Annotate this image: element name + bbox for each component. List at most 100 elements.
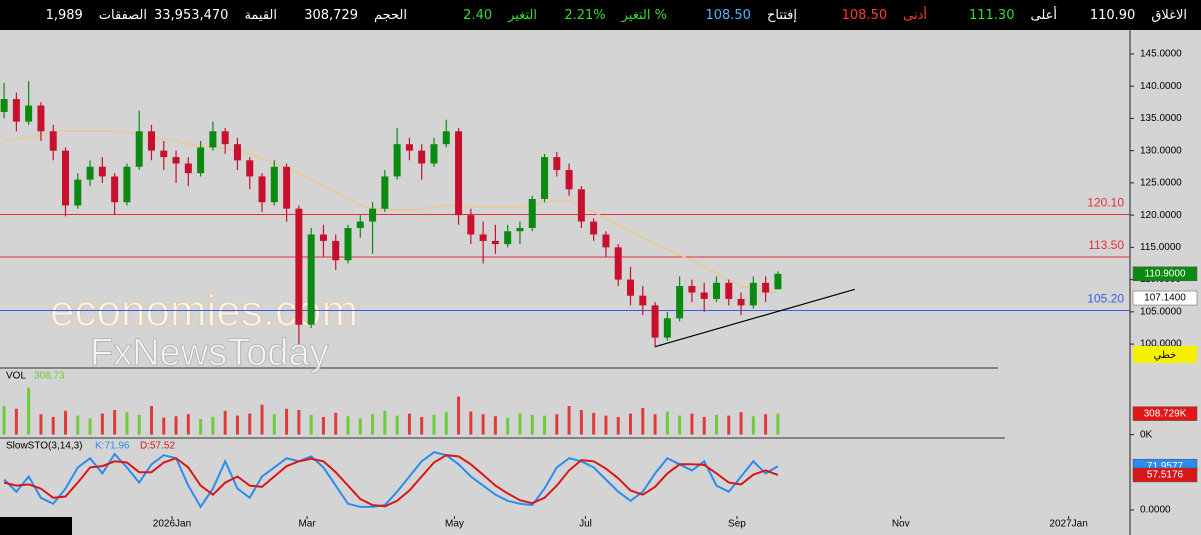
volume-bar — [432, 414, 436, 435]
volume-bar — [383, 410, 387, 435]
moving-average — [3, 130, 778, 294]
volume-bar — [616, 416, 620, 435]
quote-item: الصفقات 1,989 — [17, 8, 147, 23]
value-marker-label: 110.9000 — [1145, 268, 1186, 279]
candle-body — [491, 240, 499, 245]
candle-body — [749, 282, 757, 306]
candle-body — [725, 282, 733, 299]
volume-bar — [125, 412, 129, 435]
quote-item: التغير 2.40 — [407, 8, 537, 23]
volume-bar — [579, 410, 583, 435]
scale-badge — [1133, 346, 1197, 363]
volume-bar — [113, 410, 117, 435]
quote-label: أدنى — [903, 7, 927, 23]
volume-bar — [493, 416, 497, 435]
quote-value: 2.21% — [564, 7, 606, 23]
x-tick-label: 2027Jan — [1049, 519, 1087, 530]
value-marker — [1132, 290, 1198, 306]
candle-body — [430, 144, 438, 164]
volume-bar — [321, 416, 325, 435]
candle-body — [344, 228, 352, 261]
volume-bar — [137, 414, 141, 435]
background — [0, 30, 1201, 535]
quote-item: التغير % 2.21% — [537, 8, 667, 23]
volume-bar — [702, 416, 706, 435]
candle-body — [147, 131, 155, 151]
volume-bar — [14, 408, 18, 435]
candle-body — [639, 295, 647, 306]
volume-bar — [51, 416, 55, 435]
candle-body — [319, 234, 327, 241]
volume-bar — [395, 415, 399, 435]
candle-body — [590, 221, 598, 235]
y-tick-label: 125.0000 — [1140, 178, 1182, 189]
candle-body — [111, 176, 119, 203]
volume-bar — [235, 415, 239, 435]
volume-bar — [665, 411, 669, 435]
volume-bar — [714, 414, 718, 435]
candle-body — [135, 131, 143, 167]
y-tick-label: 0.0000 — [1140, 505, 1171, 516]
chart: economies.com FxNewsToday 100.0000 105.00… — [0, 30, 1201, 535]
candle-body — [123, 166, 131, 203]
volume-bar — [199, 418, 203, 435]
x-tick-label: Sep — [728, 519, 746, 530]
y-tick-label: 105.0000 — [1140, 306, 1182, 317]
candle-body — [393, 144, 401, 177]
volume-bar — [186, 414, 190, 435]
y-tick-label: 135.0000 — [1140, 113, 1182, 124]
candle-body — [86, 166, 94, 180]
volume-bar — [272, 414, 276, 435]
candle-body — [184, 163, 192, 174]
quote-item: الحجم 308,729 — [277, 8, 407, 23]
candle-body — [737, 298, 745, 306]
volume-bar — [64, 410, 68, 435]
quote-label: التغير — [508, 7, 537, 23]
volume-bar — [604, 415, 608, 435]
candle-body — [0, 99, 8, 112]
volume-bar — [739, 412, 743, 435]
candle-body — [516, 228, 524, 232]
scale-label: خطي — [1154, 350, 1177, 361]
x-tick-label: Mar — [298, 519, 316, 530]
candle-body — [442, 131, 450, 145]
volume-bar — [653, 414, 657, 435]
candle-body — [356, 221, 364, 229]
level-label: 105.20 — [1087, 292, 1124, 306]
volume-bar — [211, 416, 215, 435]
volume-bar — [371, 414, 375, 435]
value-marker-label: 308.729K — [1144, 408, 1187, 419]
value-marker — [1132, 467, 1198, 483]
volume-bar — [407, 413, 411, 435]
volume-bar — [174, 416, 178, 435]
candle-body — [528, 199, 536, 229]
candle-body — [577, 189, 585, 222]
candle-body — [405, 144, 413, 151]
level-label: 120.10 — [1087, 196, 1124, 210]
volume-bar — [27, 387, 31, 435]
candle-body — [418, 150, 426, 164]
candle-body — [614, 247, 622, 280]
candle-body — [270, 166, 278, 203]
value-marker-label: 107.1400 — [1144, 293, 1186, 304]
candle-body — [663, 318, 671, 338]
quote-value: 111.30 — [968, 7, 1015, 23]
candle-body — [12, 99, 20, 122]
volume-bar — [530, 414, 534, 435]
volume-bar — [776, 413, 780, 435]
candle-body — [455, 131, 463, 216]
volume-bar — [248, 413, 252, 435]
stochastic-line — [3, 454, 779, 508]
watermark: FxNewsToday — [90, 332, 329, 374]
candle-body — [62, 150, 70, 206]
quote-label: القيمة — [244, 7, 277, 23]
volume-bar — [297, 410, 301, 435]
candle-body — [565, 169, 573, 190]
candle-body — [479, 234, 487, 241]
corner-block — [0, 517, 72, 535]
candle-body — [541, 157, 549, 199]
volume-bar — [592, 412, 596, 435]
volume-bar — [223, 410, 227, 435]
panel-title: SlowSTO(3,14,3) — [6, 441, 83, 452]
candle-body — [332, 240, 340, 261]
